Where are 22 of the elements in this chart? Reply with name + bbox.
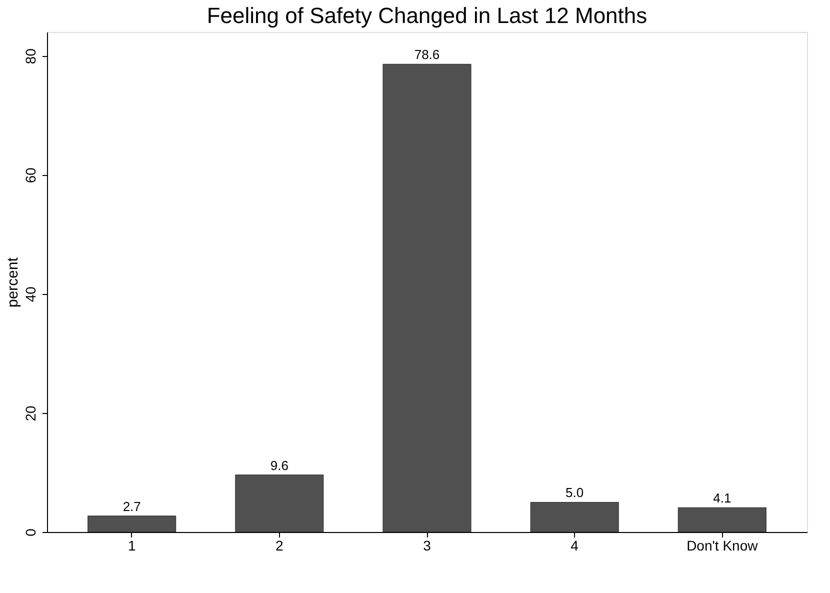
bar (382, 64, 472, 532)
bar (678, 507, 766, 532)
data-label: 9.6 (270, 458, 288, 473)
y-tick-label: 80 (22, 48, 38, 64)
x-tick-label: 2 (276, 538, 284, 554)
chart-title: Feeling of Safety Changed in Last 12 Months (206, 3, 648, 28)
bar (530, 502, 619, 532)
x-tick-label: Don't Know (686, 538, 759, 554)
y-axis-title: percent (4, 256, 22, 308)
data-label: 78.6 (414, 47, 440, 62)
x-tick-label: 1 (128, 538, 136, 554)
y-tick-label: 40 (22, 286, 38, 302)
x-tick-label: 4 (570, 538, 579, 554)
data-label: 2.7 (122, 498, 141, 514)
data-label: 5.0 (566, 485, 584, 500)
x-tick-label: 3 (423, 538, 432, 554)
y-tick-label: 20 (22, 405, 38, 422)
bar (235, 474, 324, 532)
y-tick-label: 60 (22, 167, 38, 184)
bar (88, 516, 176, 532)
data-label: 4.1 (713, 490, 732, 506)
y-tick-label: 0 (22, 528, 38, 536)
